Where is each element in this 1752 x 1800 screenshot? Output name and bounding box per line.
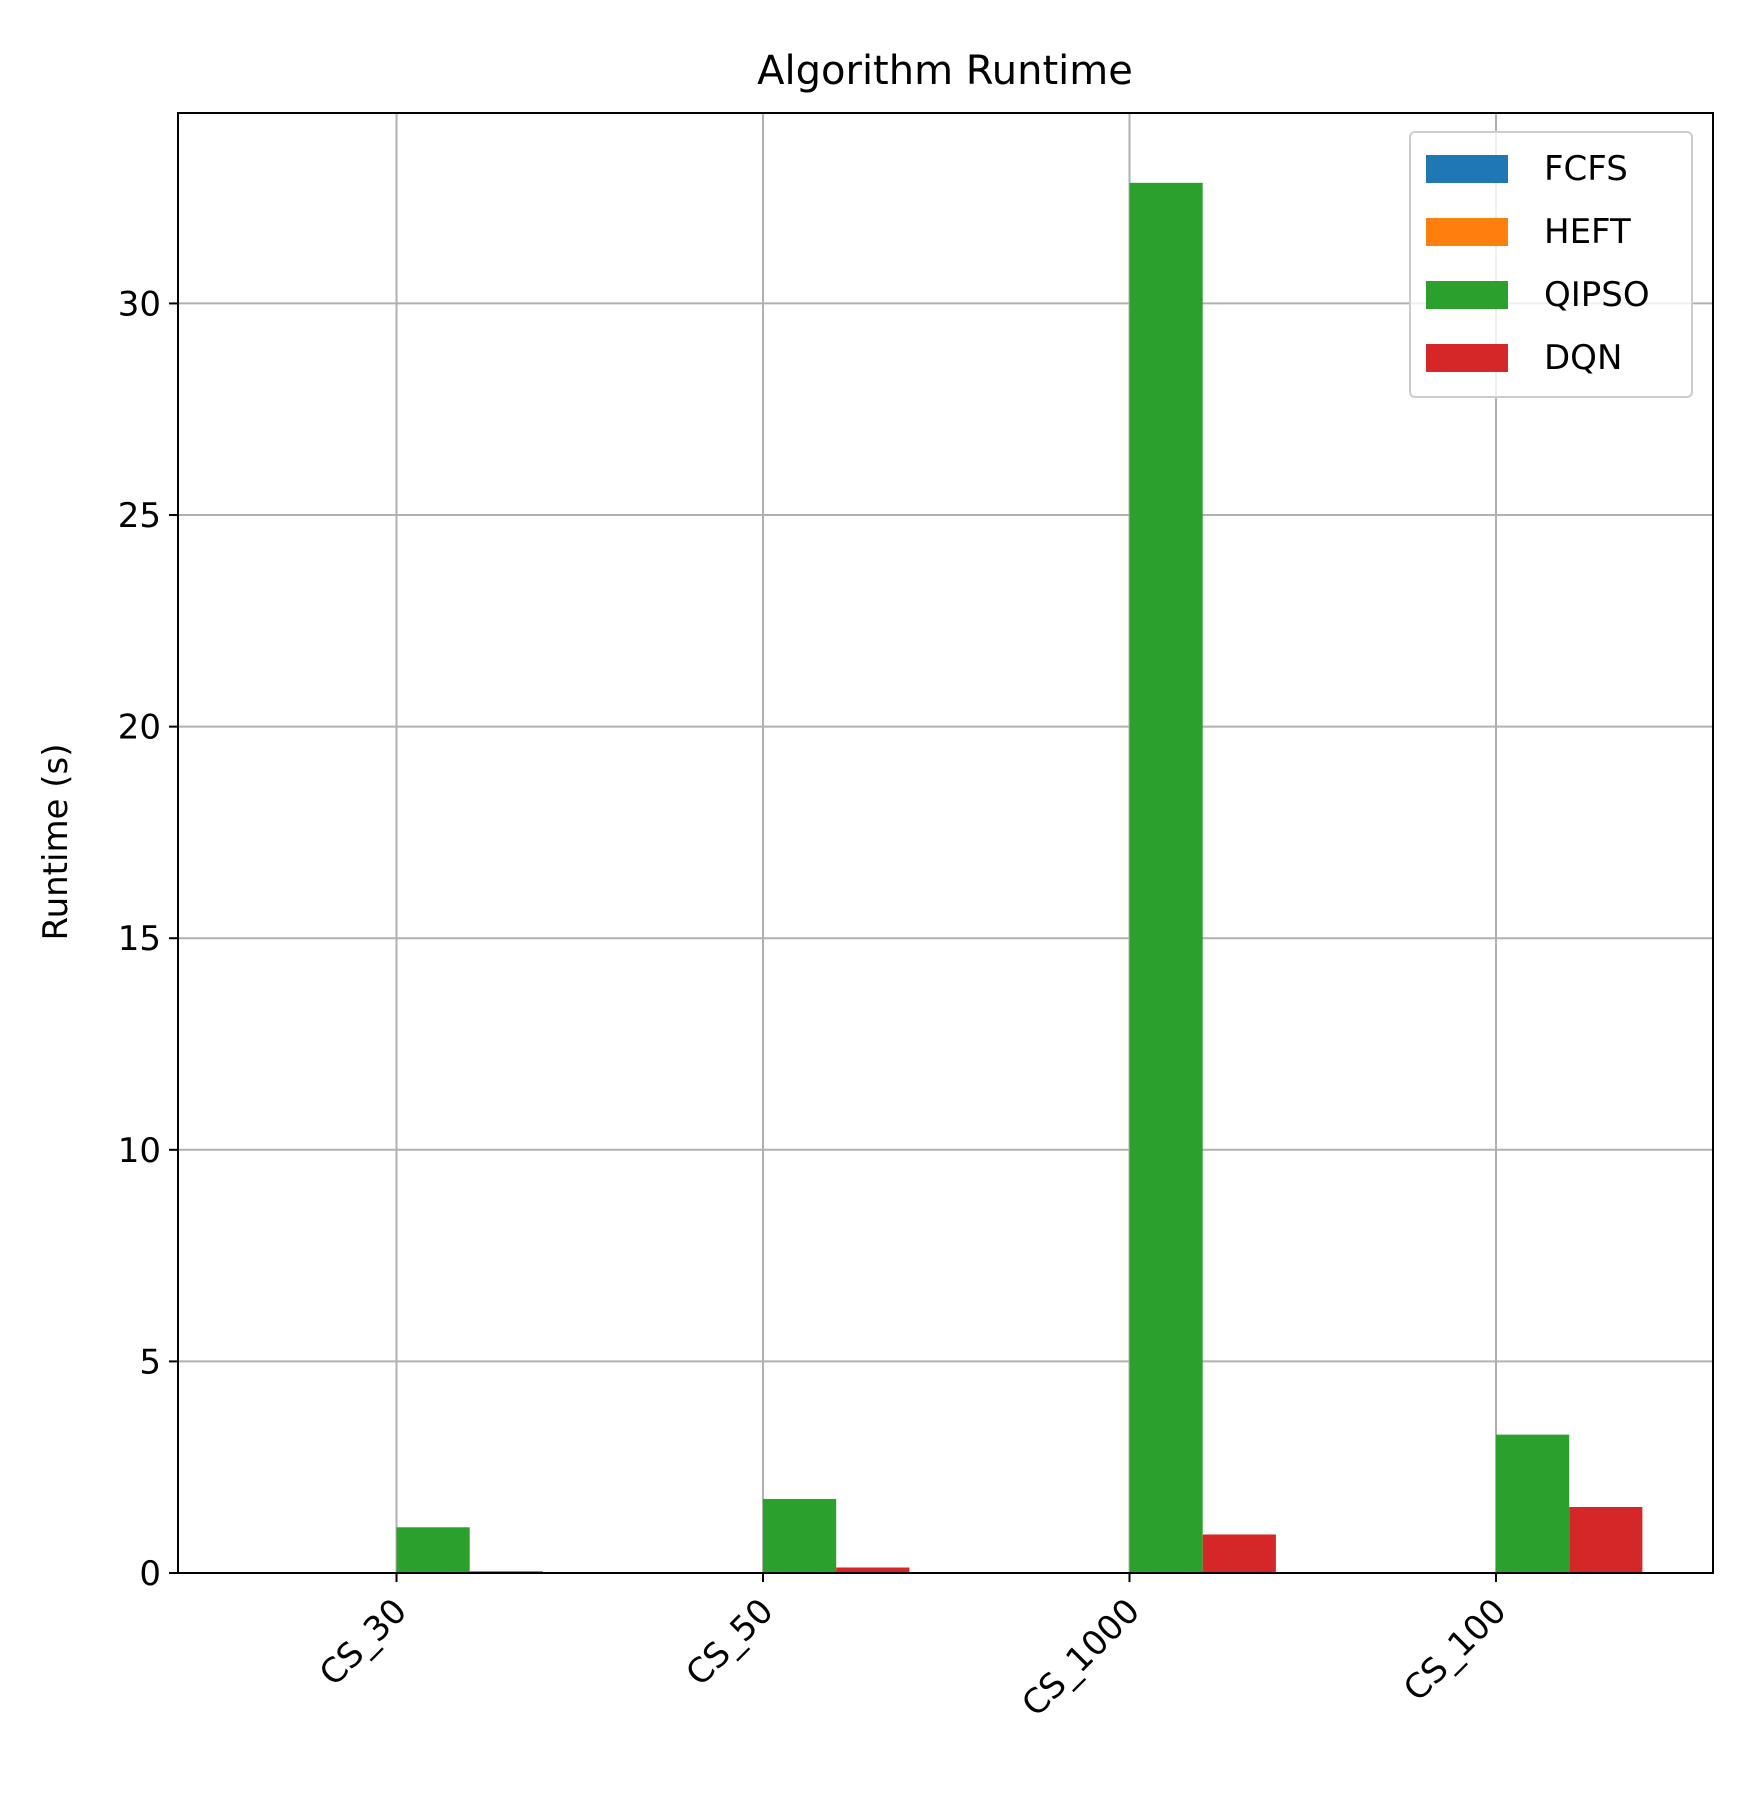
legend-swatch-dqn: [1426, 344, 1508, 372]
y-tick-label: 30: [118, 284, 161, 324]
y-tick-label: 0: [139, 1554, 161, 1594]
legend-label-qipso: QIPSO: [1544, 275, 1650, 315]
x-tick-label: CS_1000: [1014, 1591, 1148, 1725]
y-tick-label: 20: [118, 708, 161, 748]
bars: [396, 182, 1643, 1574]
y-axis-label: Runtime (s): [36, 743, 76, 940]
legend-swatch-qipso: [1426, 281, 1508, 309]
bar-qipso-cs_50: [763, 1498, 837, 1573]
chart-title: Algorithm Runtime: [757, 48, 1133, 94]
x-tick-label: CS_50: [678, 1591, 781, 1694]
y-tick-label: 5: [139, 1342, 161, 1382]
x-tick-label: CS_100: [1396, 1591, 1514, 1709]
legend-label-heft: HEFT: [1544, 212, 1631, 252]
legend-swatch-fcfs: [1426, 155, 1508, 183]
legend-label-fcfs: FCFS: [1544, 149, 1628, 189]
bar-dqn-cs_1000: [1202, 1534, 1276, 1573]
bar-dqn-cs_100: [1569, 1506, 1643, 1573]
bar-qipso-cs_100: [1496, 1434, 1570, 1573]
plot-frame: [177, 112, 1714, 1574]
legend-box: [1409, 131, 1693, 398]
bar-qipso-cs_1000: [1129, 182, 1203, 1574]
y-tick-label: 10: [118, 1131, 161, 1171]
bar-qipso-cs_30: [396, 1527, 470, 1573]
legend-label-dqn: DQN: [1544, 338, 1622, 378]
legend: FCFS HEFT QIPSO DQN: [1409, 131, 1693, 398]
y-tick-label: 15: [118, 919, 161, 959]
x-tick-label: CS_30: [312, 1591, 415, 1694]
bar-dqn-cs_50: [836, 1567, 910, 1573]
legend-swatch-heft: [1426, 218, 1508, 246]
y-tick-label: 25: [118, 496, 161, 536]
